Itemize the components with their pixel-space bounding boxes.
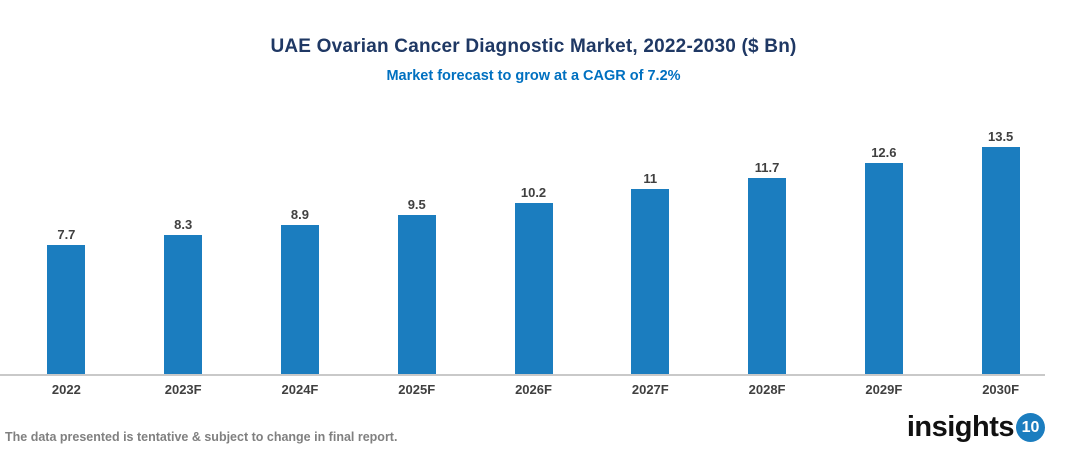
x-axis-tick-label: 2024F <box>281 382 319 397</box>
bar <box>748 177 787 374</box>
bar-value-label: 11.7 <box>754 159 780 175</box>
bar-value-label: 10.2 <box>520 184 547 200</box>
x-axis-tick-label: 2022 <box>51 382 81 397</box>
insights10-logo: insights 10 <box>907 411 1045 444</box>
bar-value-label: 8.3 <box>174 216 193 232</box>
logo-text: insights <box>906 411 1015 443</box>
logo-badge: 10 <box>1016 413 1045 442</box>
bar <box>164 234 203 374</box>
bar <box>47 244 86 374</box>
bar-column: 11.7 <box>709 160 826 374</box>
bar-column: 10.2 <box>475 185 592 374</box>
x-axis-tick-label: 2030F <box>982 382 1020 397</box>
bar-column: 7.7 <box>8 227 125 374</box>
bar <box>981 147 1020 374</box>
bar <box>514 202 553 374</box>
x-axis-labels: 2022 2023F 2024F 2025F 2026F 2027F 2028F 2029F 2… <box>0 382 1067 397</box>
x-axis-line <box>0 374 1045 376</box>
chart-subtitle: Market forecast to grow at a CAGR of 7.2… <box>386 68 681 84</box>
bar <box>280 224 319 374</box>
bars-area: 7.7 8.3 8.9 9.5 10.2 11 11.7 12.6 13.5 <box>0 129 1067 374</box>
bar <box>631 189 670 374</box>
bar-column: 9.5 <box>358 196 475 374</box>
bar-column: 11 <box>592 171 709 374</box>
bar-value-label: 13.5 <box>987 129 1014 145</box>
bar-value-label: 7.7 <box>57 226 76 242</box>
bar-value-label: 11 <box>643 171 658 187</box>
x-axis-tick-label: 2028F <box>748 382 786 397</box>
bar <box>864 162 903 374</box>
x-axis-tick-label: 2027F <box>631 382 669 397</box>
bar-value-label: 12.6 <box>871 144 897 160</box>
bar-column: 13.5 <box>942 129 1059 374</box>
bar-value-label: 9.5 <box>407 196 426 212</box>
bar-column: 8.3 <box>125 217 242 374</box>
x-axis-tick-label: 2023F <box>164 382 202 397</box>
bar-column: 8.9 <box>242 207 359 374</box>
bar-chart: 7.7 8.3 8.9 9.5 10.2 11 11.7 12.6 13.5 2022 2023F… <box>0 129 1067 397</box>
chart-title: UAE Ovarian Cancer Diagnostic Market, 20… <box>270 36 797 57</box>
bar <box>397 214 436 374</box>
x-axis-tick-label: 2026F <box>515 382 552 397</box>
bar-value-label: 8.9 <box>290 206 309 222</box>
x-axis-tick-label: 2029F <box>865 382 903 397</box>
disclaimer-text: The data presented is tentative & subjec… <box>5 430 398 444</box>
bar-column: 12.6 <box>825 144 942 374</box>
x-axis-tick-label: 2025F <box>398 382 436 397</box>
